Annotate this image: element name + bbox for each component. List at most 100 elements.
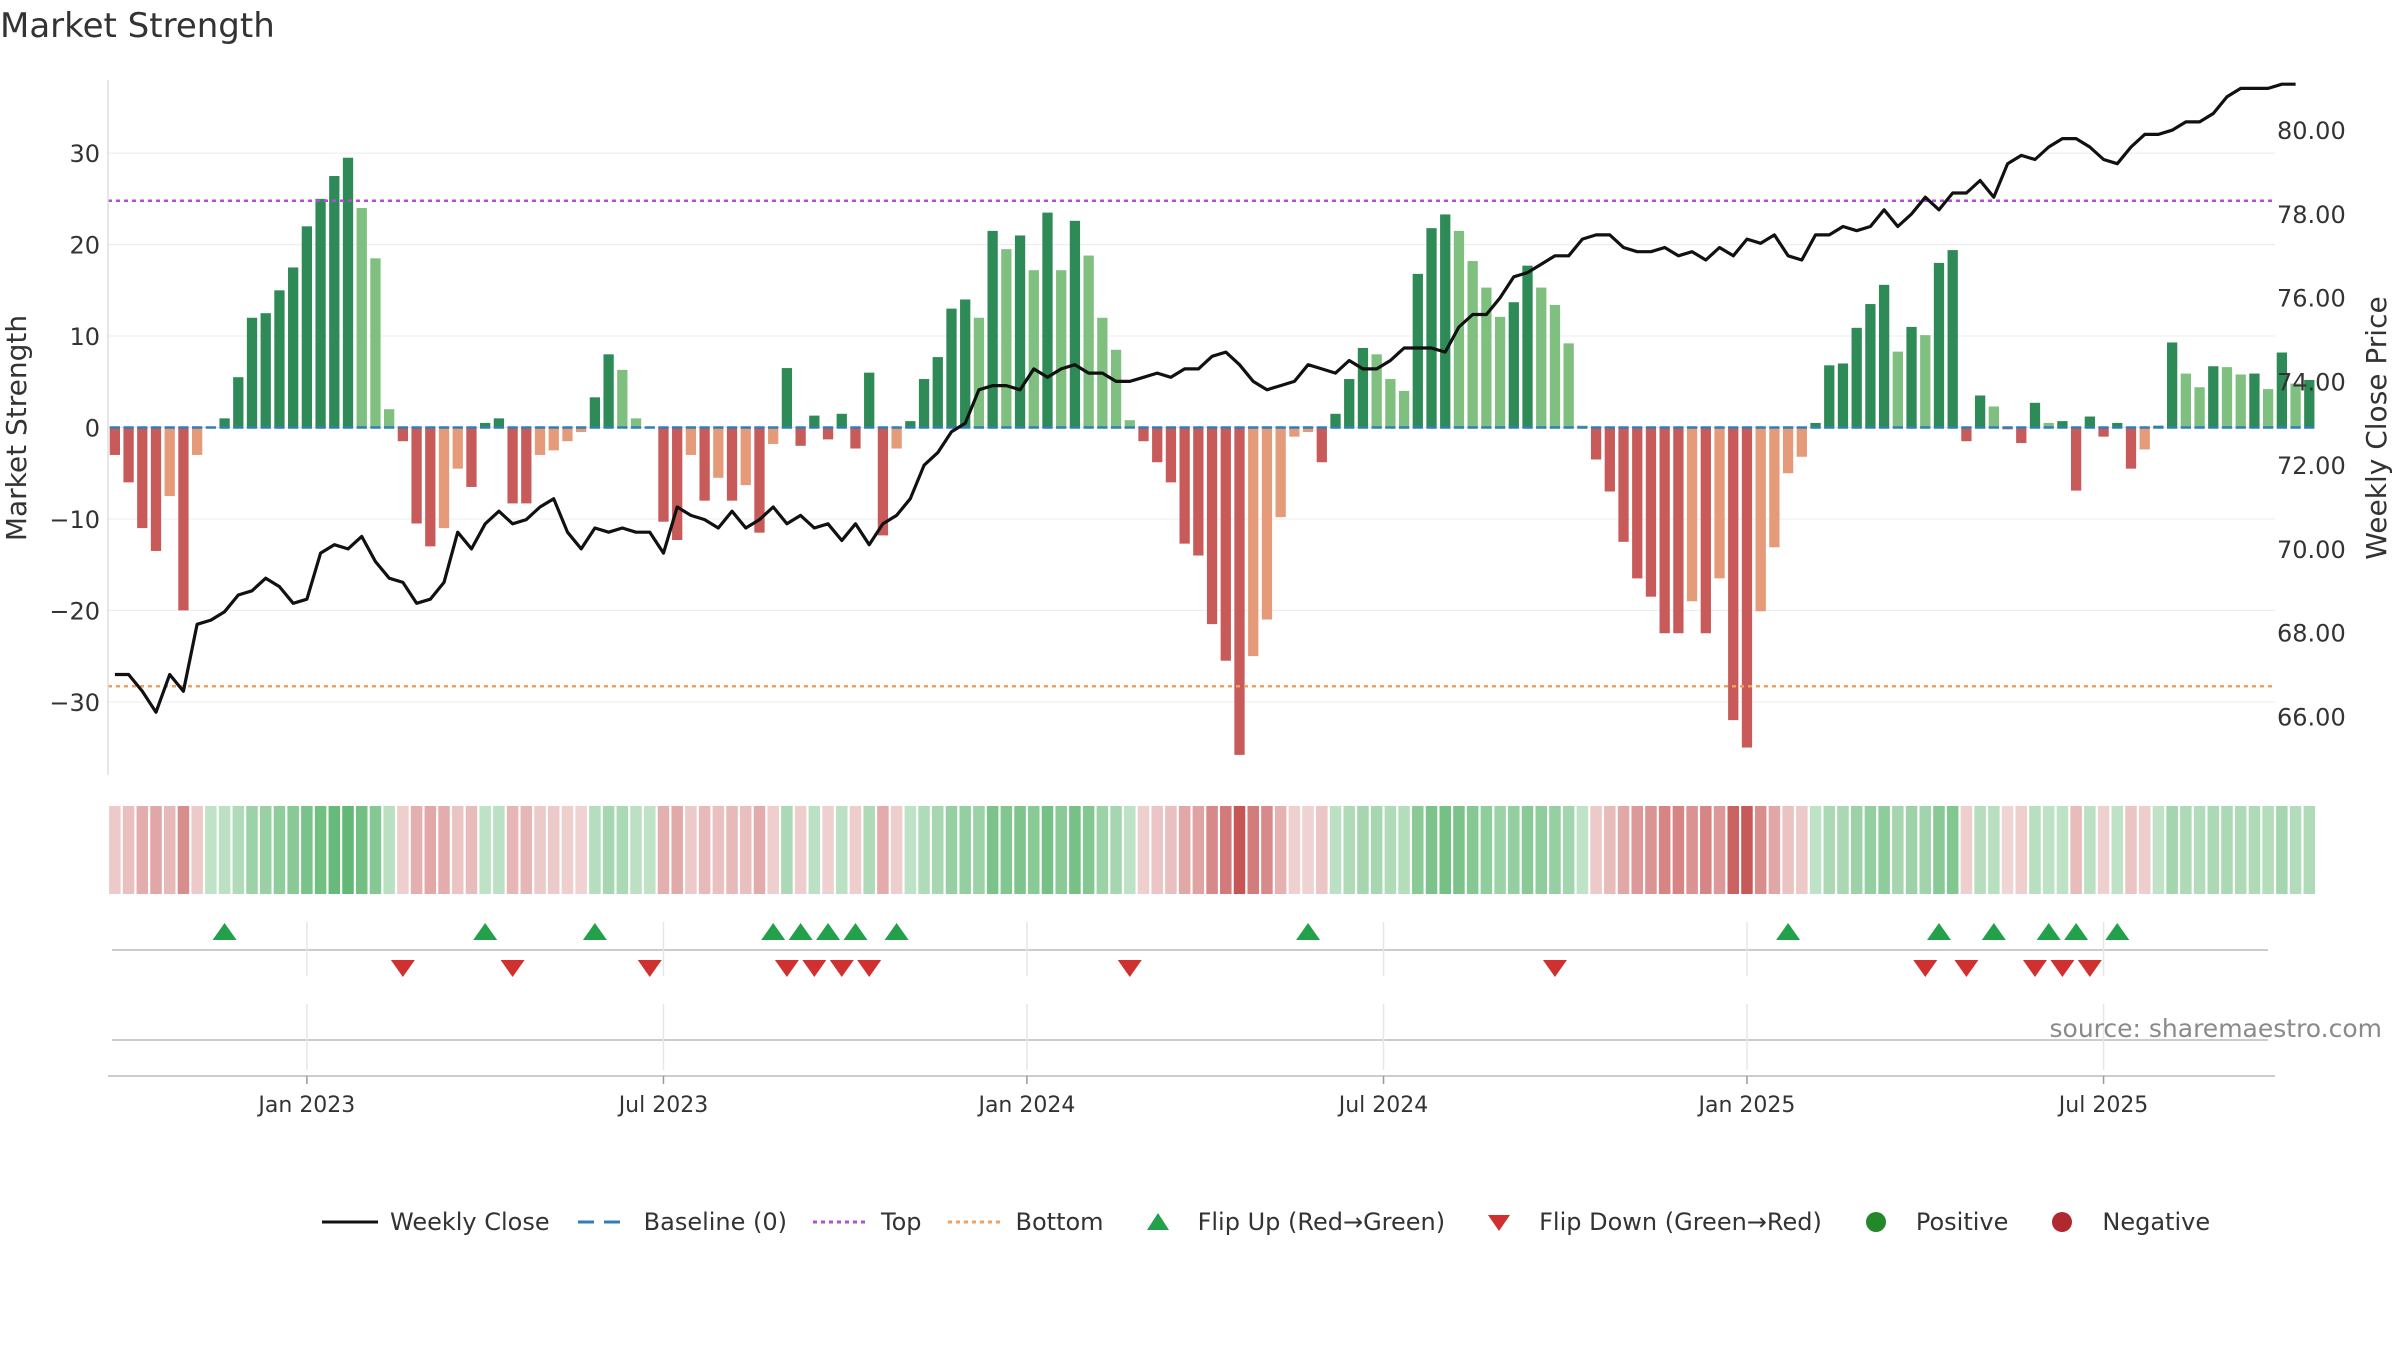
flip-up-marker <box>788 923 813 940</box>
heat-cell <box>2193 806 2206 894</box>
strength-bar <box>1659 427 1670 634</box>
strength-bar <box>452 427 463 469</box>
heat-cell <box>150 806 162 894</box>
strength-bar <box>836 413 847 428</box>
strength-bar <box>425 427 436 547</box>
heat-cell <box>2180 806 2192 894</box>
strength-bar <box>1590 427 1602 460</box>
strength-bar <box>1371 354 1382 428</box>
strength-bar <box>1920 335 1931 428</box>
heat-cell <box>397 806 409 894</box>
strength-bar <box>1014 235 1026 428</box>
legend-item-positive: Positive <box>1846 1208 2008 1236</box>
x-tick-label: Jan 2024 <box>976 1093 1075 1118</box>
strength-bar <box>740 427 751 486</box>
heat-cell <box>355 806 368 894</box>
strength-bar <box>822 427 834 440</box>
heat-cell <box>904 806 917 894</box>
heat-cell <box>890 806 903 894</box>
heat-cell <box>205 806 217 894</box>
heat-cell <box>1124 806 1136 894</box>
heat-cell <box>1562 806 1575 894</box>
strength-bar <box>1289 427 1300 437</box>
strength-bar <box>850 427 861 449</box>
strength-bar <box>2125 427 2137 469</box>
heat-cell <box>1905 806 1918 894</box>
strength-bar <box>2180 373 2191 428</box>
heat-cell <box>726 806 738 894</box>
bottom-dotted-icon <box>947 1220 1004 1224</box>
flip-down-marker <box>2050 960 2075 977</box>
heat-cell <box>163 806 176 894</box>
y-tick-label: 10 <box>69 323 100 351</box>
strength-bar <box>1124 420 1135 428</box>
top-dotted-icon <box>813 1220 870 1224</box>
heat-cell <box>2166 806 2178 894</box>
heat-cell <box>1384 806 1397 894</box>
strength-bar <box>397 427 409 442</box>
heat-cell <box>1604 806 1616 894</box>
y2-tick-label: 66.00 <box>2277 703 2346 731</box>
strength-bar <box>1755 427 1766 612</box>
heat-cell <box>1878 806 1890 894</box>
strength-bar <box>1152 427 1163 463</box>
strength-bar <box>1728 427 1739 721</box>
flip-down-marker <box>802 960 827 977</box>
strength-bar <box>2139 427 2150 450</box>
strength-bar <box>1069 220 1081 428</box>
heat-cell <box>2125 806 2137 894</box>
y-tick-label: −10 <box>49 506 100 534</box>
strength-bar <box>1316 427 1327 463</box>
strength-bar <box>617 369 628 428</box>
strength-bar <box>1549 304 1561 428</box>
heat-cell <box>1412 806 1424 894</box>
heat-cell <box>2221 806 2233 894</box>
flip-down-marker <box>1913 960 1938 977</box>
heat-cell <box>1233 806 1246 894</box>
heat-cell <box>438 806 450 894</box>
heat-cell <box>822 806 834 894</box>
heat-cell <box>383 806 395 894</box>
flip-up-marker <box>884 923 909 940</box>
strength-bar <box>123 427 134 483</box>
strength-bar <box>219 418 230 428</box>
strength-bar <box>685 427 697 455</box>
legend-label: Top <box>881 1208 922 1236</box>
strength-bar <box>1028 270 1039 428</box>
heat-cell <box>1247 806 1259 894</box>
chart-title: Market Strength <box>0 6 275 46</box>
heat-cell <box>547 806 560 894</box>
strength-bar <box>973 317 985 428</box>
strength-bar <box>1686 427 1698 602</box>
heat-cell <box>2248 806 2261 894</box>
strength-bar <box>1193 427 1204 556</box>
strength-bar <box>1878 284 1890 428</box>
strength-bar <box>260 313 271 428</box>
heat-cell <box>1041 806 1054 894</box>
strength-bar <box>658 427 669 522</box>
legend-item-bottom: Bottom <box>946 1208 1104 1236</box>
heat-cell <box>1933 806 1945 894</box>
heat-cell <box>1453 806 1465 894</box>
weekly-close-line <box>114 82 2296 714</box>
strength-bar <box>521 427 532 504</box>
strength-bar <box>1206 427 1218 625</box>
legend-label: Flip Up (Red→Green) <box>1197 1208 1446 1236</box>
heat-cell <box>1576 806 1589 894</box>
y2-tick-label: 76.00 <box>2277 285 2346 313</box>
heat-cell <box>630 806 642 894</box>
strength-bar <box>672 427 683 540</box>
heat-cell <box>287 806 299 894</box>
strength-bar <box>1179 427 1190 544</box>
y2-tick-label: 72.00 <box>2277 452 2346 480</box>
heat-cell <box>424 806 437 894</box>
strength-bar <box>233 377 244 428</box>
strength-bar <box>932 357 943 428</box>
heat-cell <box>232 806 245 894</box>
y2-tick-label: 80.00 <box>2277 117 2346 145</box>
flip-down-marker <box>774 960 799 977</box>
heat-cell <box>301 806 313 894</box>
strength-bar <box>754 427 765 533</box>
heat-cell <box>328 806 341 894</box>
strength-bar <box>356 208 367 428</box>
